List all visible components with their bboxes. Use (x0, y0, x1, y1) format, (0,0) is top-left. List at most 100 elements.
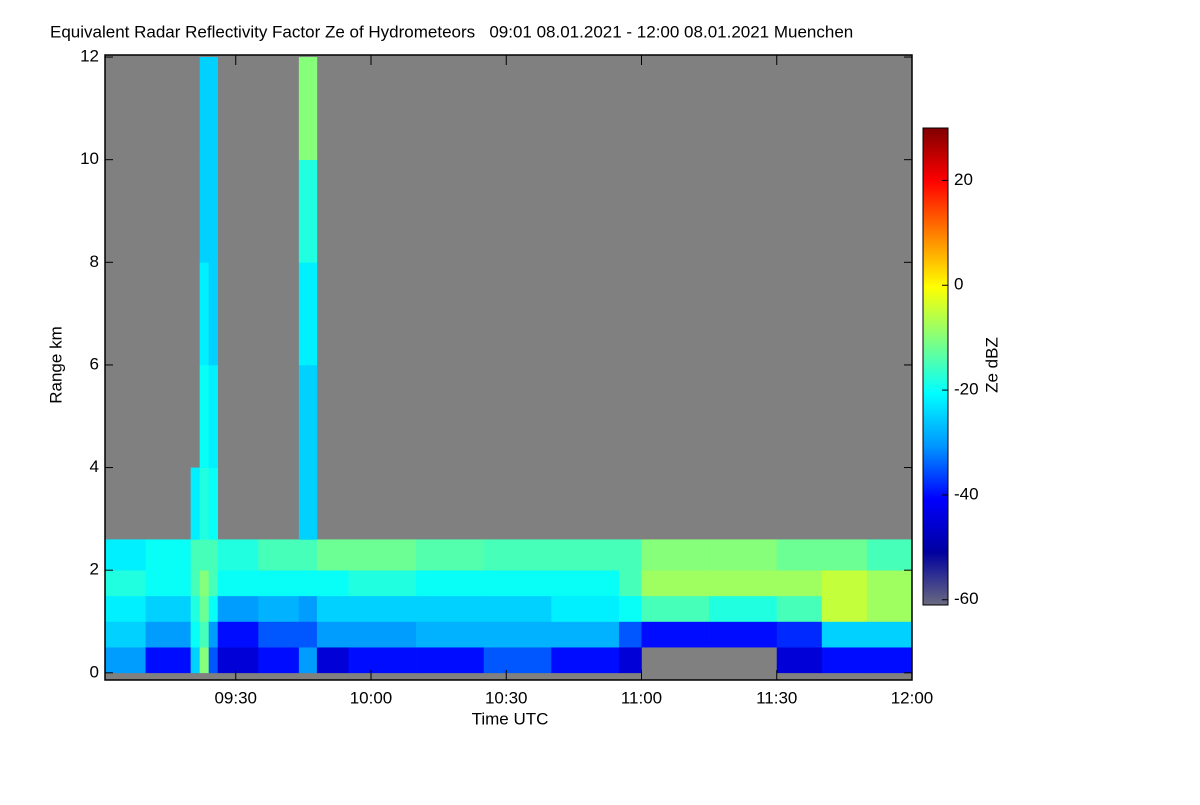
heatmap-cell (105, 570, 146, 597)
colorbar-tick-label: -20 (954, 380, 979, 399)
heatmap-cell (190, 621, 200, 648)
chart-title: Equivalent Radar Reflectivity Factor Ze … (50, 22, 853, 41)
heatmap-cell (298, 364, 318, 468)
heatmap-cell (298, 467, 318, 540)
heatmap-cell (199, 159, 209, 263)
heatmap-cell (316, 570, 349, 597)
colorbar-tick-label: 0 (954, 275, 963, 294)
heatmap-cell (483, 647, 552, 674)
heatmap-cell (298, 539, 318, 571)
heatmap-cell (348, 621, 417, 648)
heatmap-cell (199, 595, 209, 622)
heatmap-cell (618, 647, 642, 674)
heatmap-cell (208, 57, 219, 160)
heatmap-cell (105, 539, 146, 571)
heatmap-cell (866, 539, 913, 571)
heatmap-cell (416, 595, 485, 622)
heatmap-cell (145, 570, 191, 597)
heatmap-cell (208, 570, 219, 597)
heatmap-cell (199, 570, 209, 597)
heatmap-cell (618, 539, 642, 571)
heatmap-cell (208, 621, 219, 648)
heatmap-cell (145, 621, 191, 648)
heatmap-cell (348, 647, 417, 674)
heatmap-cell (217, 539, 259, 571)
plot-frame (104, 54, 913, 681)
heatmap-cell (483, 595, 552, 622)
y-tick-label: 2 (90, 560, 99, 579)
x-tick-label: 10:00 (350, 688, 393, 707)
heatmap-cell (199, 647, 209, 674)
x-tick-label: 11:00 (621, 688, 662, 707)
heatmap-cell (208, 539, 219, 571)
heatmap-cell (416, 570, 485, 597)
heatmap-cell (483, 621, 552, 648)
heatmap-cell (145, 539, 191, 571)
heatmap-cell (866, 621, 913, 648)
heatmap-cell (105, 647, 146, 674)
heatmap-cell (821, 647, 868, 674)
heatmap-cell (217, 621, 259, 648)
heatmap-cell (298, 57, 318, 160)
heatmap-cell (316, 595, 349, 622)
heatmap-cell (866, 570, 913, 597)
y-tick-label: 6 (90, 354, 99, 373)
heatmap-cell (316, 539, 349, 571)
heatmap-cell (709, 595, 778, 622)
heatmap-cell (199, 364, 209, 468)
heatmap-cell (618, 621, 642, 648)
heatmap-cell (298, 621, 318, 648)
heatmap-cell (866, 595, 913, 622)
heatmap-cell (258, 539, 300, 571)
colorbar-tick-label: 20 (954, 170, 973, 189)
heatmap-cell (416, 539, 485, 571)
heatmap-cell (821, 539, 868, 571)
heatmap-cell (866, 647, 913, 674)
heatmap-cell (483, 570, 552, 597)
heatmap-cell (776, 539, 823, 571)
heatmap-cell (551, 570, 620, 597)
heatmap-cell (709, 621, 778, 648)
heatmap-cell (618, 595, 642, 622)
y-tick-label: 0 (90, 662, 99, 681)
y-axis-label: Range km (46, 326, 65, 403)
x-tick-label: 10:30 (485, 688, 528, 707)
heatmap-cell (258, 621, 300, 648)
heatmap-cell (776, 647, 823, 674)
heatmap-cell (776, 570, 823, 597)
heatmap-cell (709, 570, 778, 597)
heatmap-cell (258, 570, 300, 597)
heatmap-cell (416, 647, 485, 674)
heatmap-cell (105, 621, 146, 648)
heatmap-cell (709, 539, 778, 571)
heatmap-cell (199, 57, 209, 160)
heatmap-cell (208, 364, 219, 468)
heatmap-cell (551, 539, 620, 571)
heatmap-cell (199, 467, 209, 540)
heatmap-cell (776, 621, 823, 648)
heatmap-cell (316, 647, 349, 674)
heatmap-cell (551, 621, 620, 648)
heatmap-cell (298, 159, 318, 263)
heatmap-cell (190, 595, 200, 622)
heatmap-cell (199, 621, 209, 648)
heatmap-cell (776, 595, 823, 622)
heatmap-cell (258, 595, 300, 622)
heatmap-cell (208, 262, 219, 366)
heatmap-cell (821, 570, 868, 597)
heatmap-cell (208, 647, 219, 674)
heatmap-cell (105, 595, 146, 622)
colorbar-label: Ze dBZ (982, 337, 1001, 393)
heatmap-cell (145, 595, 191, 622)
heatmap-cell (199, 539, 209, 571)
heatmap-cell (208, 467, 219, 540)
y-tick-label: 12 (80, 47, 99, 66)
heatmap-cell (618, 570, 642, 597)
heatmap-cell (348, 595, 417, 622)
heatmap-cell (416, 621, 485, 648)
y-tick-label: 4 (90, 457, 99, 476)
heatmap-cell (190, 570, 200, 597)
heatmap-cell (298, 647, 318, 674)
